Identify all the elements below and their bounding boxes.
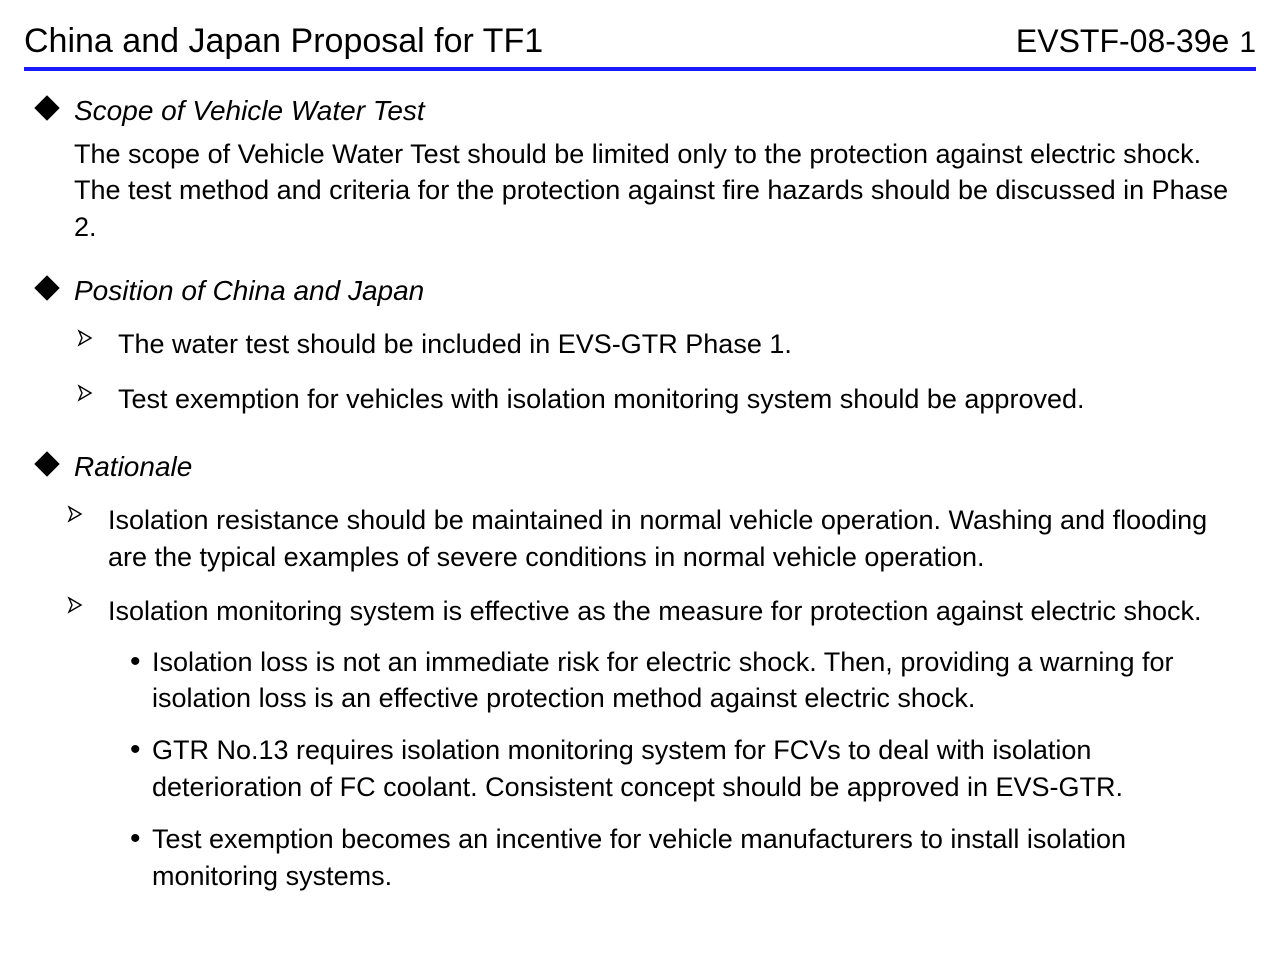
- disc-bullet-icon: •: [130, 825, 152, 852]
- arrow-list: Isolation resistance should be maintaine…: [66, 502, 1244, 894]
- diamond-bullet-icon: [34, 276, 59, 301]
- list-item-text: Isolation monitoring system is effective…: [108, 593, 1244, 629]
- list-item-text: Isolation loss is not an immediate risk …: [152, 644, 1244, 717]
- list-item-text: Isolation resistance should be maintaine…: [108, 502, 1244, 575]
- list-item-text: The water test should be included in EVS…: [118, 326, 1244, 362]
- section-title: Scope of Vehicle Water Test: [74, 93, 425, 128]
- section-scope: Scope of Vehicle Water Test The scope of…: [36, 93, 1244, 245]
- list-item: • GTR No.13 requires isolation monitorin…: [130, 732, 1244, 805]
- slide: China and Japan Proposal for TF1 EVSTF-0…: [0, 0, 1280, 960]
- section-head: Scope of Vehicle Water Test: [36, 93, 1244, 128]
- section-title: Rationale: [74, 449, 192, 484]
- section-rationale: Rationale Isolation resistance should be…: [36, 449, 1244, 894]
- list-item: Isolation resistance should be maintaine…: [66, 502, 1244, 575]
- diamond-bullet-icon: [34, 95, 59, 120]
- chevron-right-icon: [66, 595, 94, 615]
- doc-ref-code: EVSTF-08-39e: [1016, 23, 1229, 60]
- disc-bullet-icon: •: [130, 736, 152, 763]
- content-area: Scope of Vehicle Water Test The scope of…: [24, 93, 1256, 894]
- section-position: Position of China and Japan The water te…: [36, 273, 1244, 417]
- page-title: China and Japan Proposal for TF1: [24, 22, 543, 61]
- section-head: Position of China and Japan: [36, 273, 1244, 308]
- list-item: • Isolation loss is not an immediate ris…: [130, 644, 1244, 717]
- list-item: • Test exemption becomes an incentive fo…: [130, 821, 1244, 894]
- list-item: The water test should be included in EVS…: [76, 326, 1244, 362]
- header-divider: [24, 67, 1256, 71]
- chevron-right-icon: [76, 328, 104, 348]
- list-item-text: Test exemption becomes an incentive for …: [152, 821, 1244, 894]
- list-item-text: Test exemption for vehicles with isolati…: [118, 381, 1244, 417]
- list-item: Test exemption for vehicles with isolati…: [76, 381, 1244, 417]
- list-item-text: GTR No.13 requires isolation monitoring …: [152, 732, 1244, 805]
- disc-bullet-icon: •: [130, 648, 152, 675]
- page-number: 1: [1239, 26, 1256, 60]
- section-head: Rationale: [36, 449, 1244, 484]
- chevron-right-icon: [66, 504, 94, 524]
- section-title: Position of China and Japan: [74, 273, 424, 308]
- diamond-bullet-icon: [34, 451, 59, 476]
- chevron-right-icon: [76, 383, 104, 403]
- list-item: Isolation monitoring system is effective…: [66, 593, 1244, 894]
- section-body-text: The scope of Vehicle Water Test should b…: [74, 136, 1244, 245]
- dot-list: • Isolation loss is not an immediate ris…: [130, 644, 1244, 895]
- header-row: China and Japan Proposal for TF1 EVSTF-0…: [24, 22, 1256, 61]
- arrow-list: The water test should be included in EVS…: [76, 326, 1244, 417]
- doc-reference: EVSTF-08-39e 1: [1016, 23, 1256, 60]
